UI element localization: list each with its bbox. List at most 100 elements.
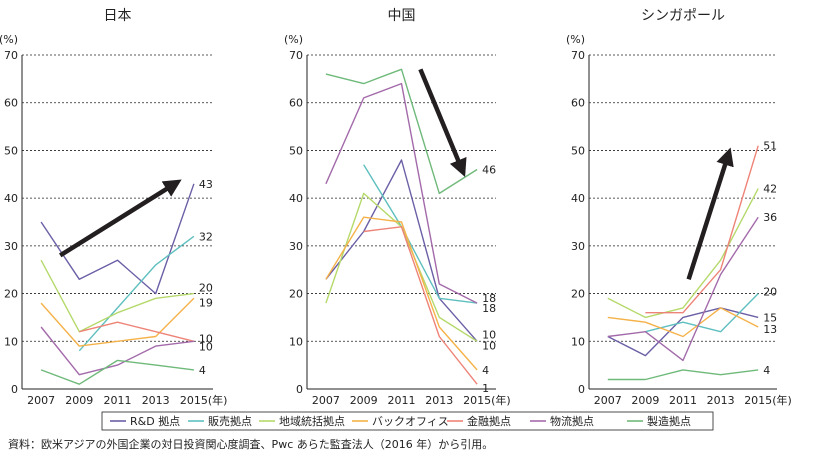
y-tick-label: 10 bbox=[571, 335, 585, 348]
y-tick-label: 50 bbox=[289, 144, 303, 157]
y-tick-label: 0 bbox=[11, 383, 18, 396]
series-line bbox=[607, 216, 759, 362]
series-end-label: 15 bbox=[763, 311, 777, 324]
x-tick-label: 2015 bbox=[463, 394, 491, 407]
x-tick-label: 2011 bbox=[104, 394, 132, 407]
legend-box bbox=[101, 411, 714, 431]
series-line bbox=[607, 307, 759, 357]
y-axis-unit: (%) bbox=[566, 33, 585, 46]
x-tick-label: 2007 bbox=[27, 394, 55, 407]
legend-label: 金融拠点 bbox=[467, 414, 511, 428]
series-end-label: 46 bbox=[482, 164, 496, 177]
y-tick-label: 0 bbox=[296, 383, 303, 396]
y-tick-label: 50 bbox=[571, 144, 585, 157]
y-axis-unit: (%) bbox=[284, 33, 303, 46]
x-tick-label: 2011 bbox=[388, 394, 416, 407]
trend-arrow bbox=[418, 68, 467, 177]
y-tick-label: 10 bbox=[4, 335, 18, 348]
series-end-label: 13 bbox=[763, 323, 777, 336]
x-tick-label: 2009 bbox=[65, 394, 93, 407]
series-end-label: 1 bbox=[482, 382, 489, 395]
y-tick-label: 40 bbox=[571, 192, 585, 205]
x-axis-unit: (年) bbox=[208, 393, 228, 407]
chart-panel-2: 中国 0 10 20 30 40 50 60 70 (%) 2007 2009 2011 2013 2015… bbox=[284, 8, 511, 407]
trend-arrow bbox=[59, 179, 182, 258]
x-tick-label: 2009 bbox=[350, 394, 378, 407]
series-line bbox=[325, 68, 478, 195]
y-tick-label: 60 bbox=[289, 97, 303, 110]
y-tick-label: 70 bbox=[289, 49, 303, 62]
x-tick-label: 2009 bbox=[631, 394, 659, 407]
panel-title: シンガポール bbox=[641, 8, 725, 24]
series-end-label: 18 bbox=[482, 292, 496, 305]
series-end-label: 32 bbox=[199, 230, 213, 243]
x-axis-unit: (年) bbox=[491, 393, 511, 407]
y-tick-label: 0 bbox=[578, 383, 585, 396]
y-axis-unit: (%) bbox=[0, 33, 18, 46]
series-end-label: 10 bbox=[199, 332, 213, 345]
chart-panel-1: 日本 0 10 20 30 40 50 60 70 (%) 2007 2009 2011 2013 2015… bbox=[0, 8, 227, 407]
series-end-label: 20 bbox=[763, 286, 777, 299]
series-line bbox=[607, 188, 759, 319]
series-end-label: 10 bbox=[482, 328, 496, 341]
legend-label: 物流拠点 bbox=[550, 414, 594, 428]
series-end-label: 18 bbox=[482, 302, 496, 315]
y-tick-label: 60 bbox=[4, 97, 18, 110]
series-line bbox=[363, 226, 478, 385]
series-line bbox=[78, 235, 195, 352]
x-axis-unit: (年) bbox=[772, 393, 792, 407]
y-tick-label: 20 bbox=[4, 288, 18, 301]
y-tick-label: 50 bbox=[4, 144, 18, 157]
panel-title: 日本 bbox=[104, 8, 132, 24]
series-line bbox=[325, 82, 478, 304]
y-tick-label: 20 bbox=[571, 288, 585, 301]
series-line bbox=[325, 192, 478, 342]
y-tick-label: 40 bbox=[289, 192, 303, 205]
series-line bbox=[40, 326, 194, 376]
x-tick-label: 2007 bbox=[312, 394, 340, 407]
series-end-label: 51 bbox=[763, 140, 777, 153]
y-tick-label: 10 bbox=[289, 335, 303, 348]
y-tick-label: 30 bbox=[571, 240, 585, 253]
x-tick-label: 2007 bbox=[594, 394, 622, 407]
series-end-label: 4 bbox=[482, 364, 489, 377]
x-tick-label: 2011 bbox=[669, 394, 697, 407]
y-tick-label: 30 bbox=[4, 240, 18, 253]
legend-label: R&D 拠点 bbox=[130, 415, 180, 428]
series-end-label: 20 bbox=[199, 282, 213, 295]
series-line bbox=[40, 183, 195, 295]
x-tick-label: 2013 bbox=[142, 394, 170, 407]
legend-label: 地域統括拠点 bbox=[279, 414, 345, 428]
x-tick-label: 2015 bbox=[180, 394, 208, 407]
series-end-label: 10 bbox=[482, 339, 496, 352]
source-note: 資料：欧米アジアの外国企業の対日投資関心度調査、Pwc あらた監査法人（2016… bbox=[8, 438, 494, 451]
series-line bbox=[325, 159, 478, 342]
y-tick-label: 40 bbox=[4, 192, 18, 205]
legend-label: 製造拠点 bbox=[647, 414, 691, 428]
series-line bbox=[607, 307, 759, 338]
trend-arrow bbox=[686, 147, 734, 280]
series-line bbox=[645, 145, 759, 314]
legend: R&D 拠点 販売拠点 地域統括拠点 バックオフィス 金融拠点 物流拠点 製造拠点 bbox=[101, 411, 714, 431]
series-end-label: 42 bbox=[763, 183, 777, 196]
x-tick-label: 2015 bbox=[744, 394, 772, 407]
legend-label: バックオフィス bbox=[372, 415, 449, 428]
legend-label: 販売拠点 bbox=[208, 415, 252, 428]
series-end-label: 36 bbox=[763, 211, 777, 224]
x-tick-label: 2013 bbox=[425, 394, 453, 407]
series-line bbox=[325, 216, 478, 371]
series-end-label: 43 bbox=[199, 178, 213, 191]
x-tick-label: 2013 bbox=[707, 394, 735, 407]
series-end-label: 4 bbox=[199, 364, 206, 377]
series-line bbox=[645, 293, 759, 333]
y-tick-label: 70 bbox=[4, 49, 18, 62]
y-tick-label: 70 bbox=[571, 49, 585, 62]
series-line bbox=[79, 321, 195, 342]
panel-title: 中国 bbox=[388, 8, 416, 24]
y-tick-label: 20 bbox=[289, 288, 303, 301]
series-end-label: 10 bbox=[199, 340, 213, 353]
y-tick-label: 60 bbox=[571, 97, 585, 110]
